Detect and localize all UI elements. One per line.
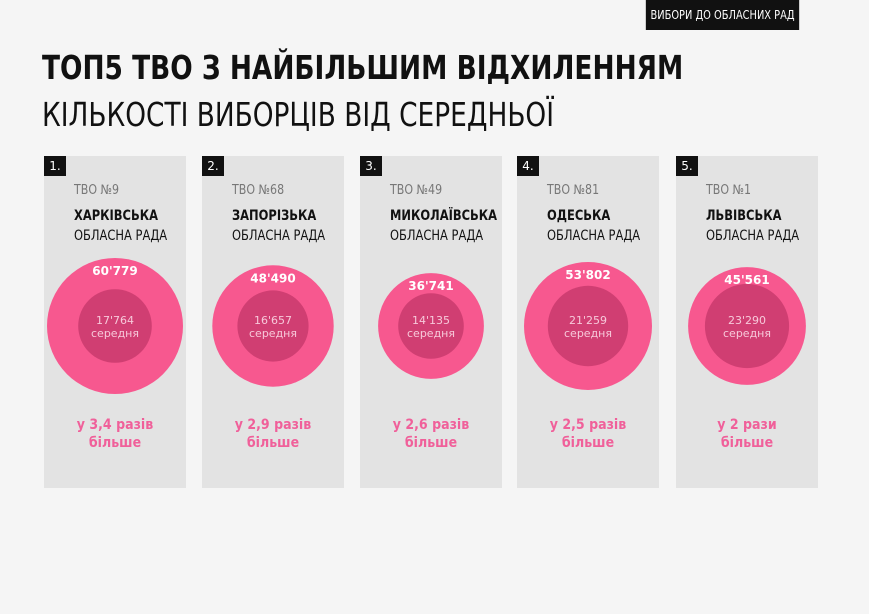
tvo-number: ТВО №9 — [74, 183, 120, 198]
ratio-suffix: більше — [246, 435, 300, 451]
average-label: 23'290 — [728, 314, 766, 327]
rank-badge: 3. — [360, 156, 382, 176]
ratio-suffix: більше — [720, 435, 774, 451]
average-label: 16'657 — [254, 314, 292, 327]
council-label: ОБЛАСНА РАДА — [390, 228, 484, 244]
average-caption: середня — [564, 327, 612, 340]
average-bubble — [237, 290, 309, 362]
council-label: ОБЛАСНА РАДА — [547, 228, 641, 244]
value-label: 48'490 — [250, 271, 295, 285]
rank-badge: 2. — [202, 156, 224, 176]
region-name: ЗАПОРІЗЬКА — [232, 208, 317, 224]
region-name: ЛЬВІВСЬКА — [706, 208, 782, 224]
ratio-suffix: більше — [561, 435, 615, 451]
average-bubble — [547, 285, 629, 367]
value-label: 53'802 — [565, 268, 610, 282]
ratio-line: у 2 рази — [717, 417, 777, 433]
ratio-line: у 2,6 разів — [392, 417, 470, 433]
page-title: ТОП5 ТВО З НАЙБІЛЬШИМ ВІДХИЛЕННЯМ — [42, 48, 684, 87]
tvo-card: 5. ТВО №1 ЛЬВІВСЬКА ОБЛАСНА РАДА 45'561 23'29… — [676, 156, 818, 488]
page-subtitle: КІЛЬКОСТІ ВИБОРЦІВ ВІД СЕРЕДНЬОЇ — [42, 95, 554, 134]
tvo-card: 1. ТВО №9 ХАРКІВСЬКА ОБЛАСНА РАДА 60'779 17'7… — [44, 156, 186, 488]
ratio-text: у 2,5 разів більше — [517, 416, 659, 452]
average-caption: середня — [723, 327, 771, 340]
ratio-suffix: більше — [404, 435, 458, 451]
average-caption: середня — [407, 327, 455, 340]
ratio-text: у 3,4 разів більше — [44, 416, 186, 452]
average-bubble — [78, 289, 152, 363]
tvo-number: ТВО №81 — [547, 183, 600, 198]
ratio-line: у 2,9 разів — [234, 417, 312, 433]
rank-badge: 5. — [676, 156, 698, 176]
rank-badge: 1. — [44, 156, 66, 176]
ratio-text: у 2,6 разів більше — [360, 416, 502, 452]
rank-badge: 4. — [517, 156, 539, 176]
council-label: ОБЛАСНА РАДА — [706, 228, 800, 244]
council-label: ОБЛАСНА РАДА — [74, 228, 168, 244]
average-label: 17'764 — [96, 314, 134, 327]
region-name: ОДЕСЬКА — [547, 208, 611, 224]
value-label: 36'741 — [408, 279, 453, 293]
value-label: 45'561 — [724, 273, 769, 287]
tvo-number: ТВО №1 — [706, 183, 752, 198]
tvo-card: 3. ТВО №49 МИКОЛАЇВСЬКА ОБЛАСНА РАДА 36'741 1… — [360, 156, 502, 488]
tvo-card: 2. ТВО №68 ЗАПОРІЗЬКА ОБЛАСНА РАДА 48'490 16'… — [202, 156, 344, 488]
tvo-number: ТВО №68 — [232, 183, 285, 198]
ratio-text: у 2,9 разів більше — [202, 416, 344, 452]
ratio-line: у 2,5 разів — [549, 417, 627, 433]
tvo-card: 4. ТВО №81 ОДЕСЬКА ОБЛАСНА РАДА 53'802 21'259… — [517, 156, 659, 488]
region-name: МИКОЛАЇВСЬКА — [390, 208, 498, 224]
tvo-number: ТВО №49 — [390, 183, 443, 198]
average-label: 21'259 — [569, 314, 607, 327]
average-label: 14'135 — [412, 314, 450, 327]
council-label: ОБЛАСНА РАДА — [232, 228, 326, 244]
average-bubble — [704, 283, 790, 369]
category-tag: ВИБОРИ ДО ОБЛАСНИХ РАД — [645, 0, 800, 30]
ratio-text: у 2 рази більше — [676, 416, 818, 452]
ratio-suffix: більше — [88, 435, 142, 451]
ratio-line: у 3,4 разів — [76, 417, 154, 433]
average-bubble — [398, 293, 464, 359]
value-label: 60'779 — [92, 264, 137, 278]
average-caption: середня — [91, 327, 139, 340]
region-name: ХАРКІВСЬКА — [74, 208, 158, 224]
average-caption: середня — [249, 327, 297, 340]
